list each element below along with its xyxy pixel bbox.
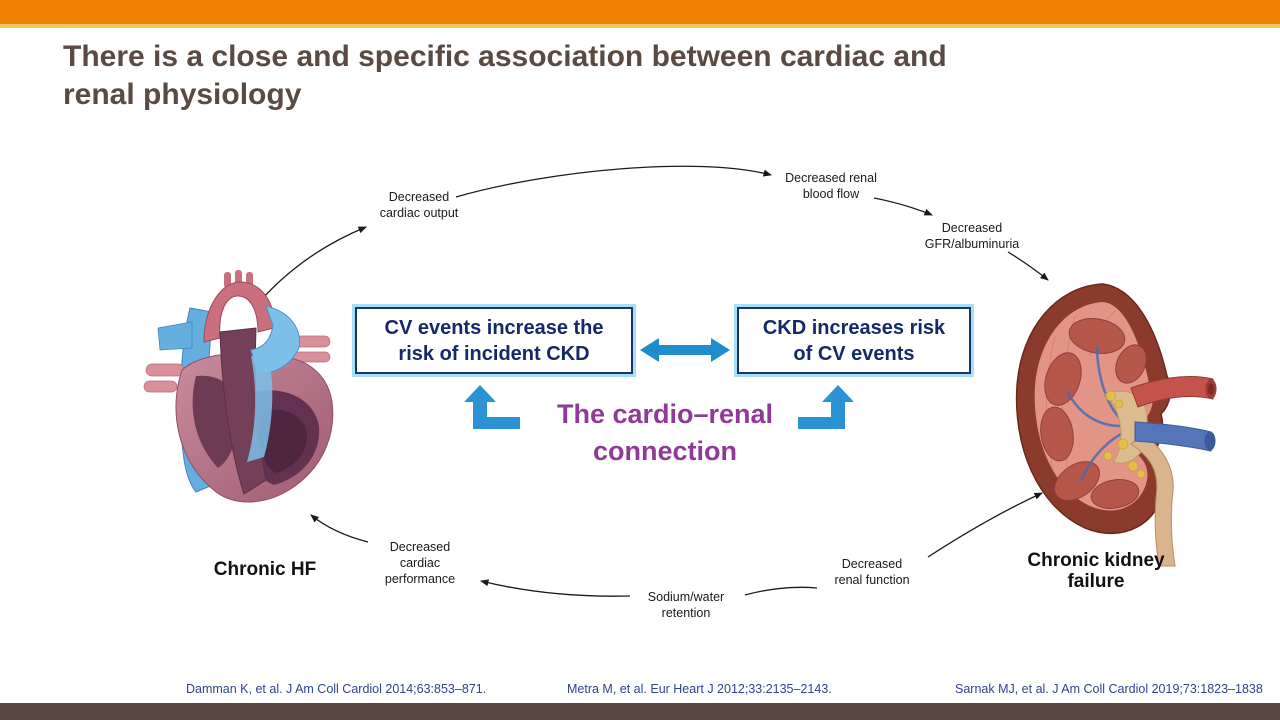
cardio-renal-connection-caption: The cardio–renal connection — [556, 399, 774, 466]
arrow-performance-to-heart — [310, 514, 369, 543]
arrow-output-to-renal-blood-flow — [455, 165, 772, 198]
kidney-anatomy-illustration — [1015, 283, 1217, 567]
bent-up-arrow-left-icon — [464, 385, 520, 429]
label-decreased-cardiac-output: Decreased cardiac output — [379, 190, 459, 220]
top-accent-bar — [0, 0, 1280, 28]
reference-metra: Metra M, et al. Eur Heart J 2012;33:2135… — [567, 682, 832, 696]
arrow-sodium-to-cardiac-performance — [480, 579, 631, 597]
label-chronic-hf: Chronic HF — [213, 559, 317, 580]
box-ckd-increases-cv-events: CKD increases risk of CV events — [737, 307, 971, 374]
reference-sarnak: Sarnak MJ, et al. J Am Coll Cardiol 2019… — [955, 682, 1263, 696]
bottom-accent-bar — [0, 703, 1280, 720]
box-cv-events-increase-ckd: CV events increase the risk of incident … — [355, 307, 633, 374]
label-sodium-water-retention: Sodium/water retention — [647, 590, 725, 620]
reference-damman: Damman K, et al. J Am Coll Cardiol 2014;… — [186, 682, 487, 696]
label-decreased-gfr-albuminuria: Decreased GFR/albuminuria — [924, 221, 1020, 251]
label-decreased-renal-function: Decreased renal function — [834, 557, 910, 587]
bent-up-arrow-right-icon — [798, 385, 854, 429]
label-decreased-cardiac-performance: Decreased cardiac performance — [384, 540, 456, 586]
double-headed-arrow-icon — [640, 338, 730, 362]
label-decreased-renal-blood-flow: Decreased renal blood flow — [785, 171, 877, 201]
label-chronic-kidney-failure: Chronic kidney failure — [1027, 550, 1165, 592]
heart-anatomy-illustration — [143, 270, 334, 503]
slide-title: There is a close and specific associatio… — [63, 40, 947, 111]
